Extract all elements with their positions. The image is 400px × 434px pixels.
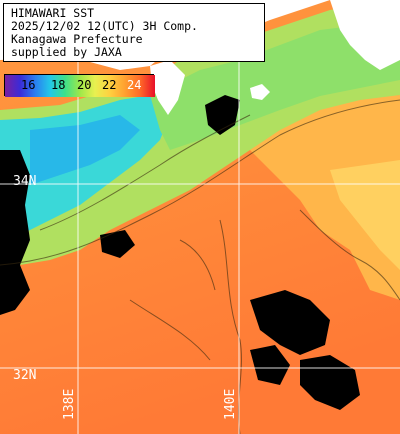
caption-box: HIMAWARI SST 2025/12/02 12(UTC) 3H Comp.…	[3, 3, 265, 62]
land-small-island	[250, 84, 270, 100]
colorbar-legend: 16 18 20 22 24	[4, 74, 155, 97]
sea-mid-area-east	[240, 95, 400, 300]
caption-datetime: 2025/12/02 12(UTC) 3H Comp.	[11, 19, 198, 33]
sst-contours	[0, 99, 400, 434]
lon-label-138e: 138E	[62, 388, 77, 420]
colorbar-tick-16: 16	[21, 78, 36, 92]
cloud-southeast-1	[250, 290, 330, 355]
lon-label-140e: 140E	[223, 388, 238, 420]
land-peninsula	[150, 60, 185, 115]
cloud-north-small	[100, 230, 135, 258]
land-boso	[330, 0, 400, 70]
cloud-southeast-3	[250, 345, 290, 385]
lat-label-32n: 32N	[13, 368, 37, 383]
caption-credit: supplied by JAXA	[11, 45, 122, 59]
lat-label-34n: 34N	[13, 174, 37, 189]
caption-title: HIMAWARI SST	[11, 6, 95, 20]
cloud-southeast-2	[300, 355, 360, 410]
colorbar-tick-22: 22	[102, 78, 117, 92]
cloud-west	[0, 150, 30, 315]
colorbar-tick-20: 20	[77, 78, 92, 92]
colorbar-gradient	[5, 75, 155, 97]
colorbar-tick-18: 18	[51, 78, 66, 92]
sea-yellow-area-east	[330, 160, 400, 270]
caption-region: Kanagawa Prefecture	[11, 32, 143, 46]
colorbar-tick-24: 24	[127, 78, 142, 92]
sea-colder-area	[30, 115, 140, 185]
